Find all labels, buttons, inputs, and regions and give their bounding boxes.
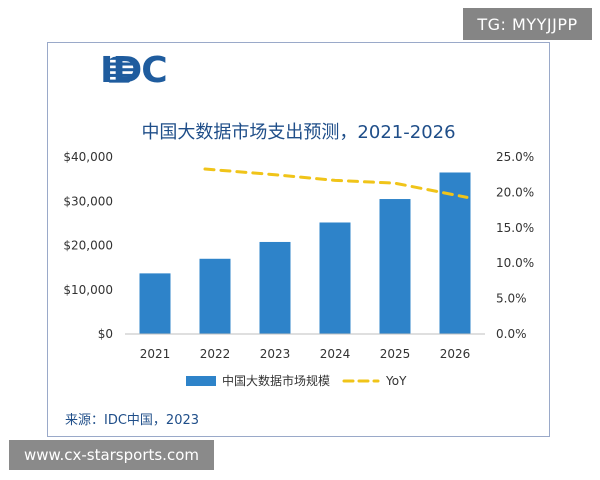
yoy-line [203,167,469,199]
tg-badge: TG: MYYJJPP [463,8,592,40]
y-right-tick-label: 25.0% [496,150,534,164]
y-left-tick-label: $40,000 [63,150,113,164]
y-right-tick-label: 15.0% [496,221,534,235]
y-left-tick-label: $30,000 [63,194,113,208]
y-right-tick-label: 5.0% [496,292,527,306]
bar-2022 [199,258,231,334]
chart-title: 中国大数据市场支出预测，2021-2026 [141,122,456,143]
y-right-tick-label: 10.0% [496,256,534,270]
y-left-tick-label: $10,000 [63,283,113,297]
legend-label-bar: 中国大数据市场规模 [222,373,330,388]
source-note: 来源：IDC中国，2023 [65,413,200,428]
bar-2026 [439,172,471,334]
bar-2025 [379,199,411,334]
bar-2021 [139,273,171,334]
x-tick-label: 2022 [200,347,231,361]
idc-logo: IDC [100,50,168,91]
bar-2024 [319,222,351,334]
legend-swatch-bar [186,376,216,386]
bar-2023 [259,241,291,334]
idc-globe-icon [103,56,135,83]
x-tick-label: 2021 [140,347,171,361]
x-tick-label: 2025 [380,347,411,361]
y-right-tick-label: 0.0% [496,327,527,341]
website-watermark: www.cx-starsports.com [9,440,214,470]
x-tick-label: 2024 [320,347,351,361]
y-left-tick-label: $20,000 [63,239,113,253]
y-right-tick-label: 20.0% [496,185,534,199]
x-tick-label: 2026 [440,347,471,361]
y-left-tick-label: $0 [98,327,113,341]
legend-label-line: YoY [385,374,407,388]
x-tick-label: 2023 [260,347,291,361]
